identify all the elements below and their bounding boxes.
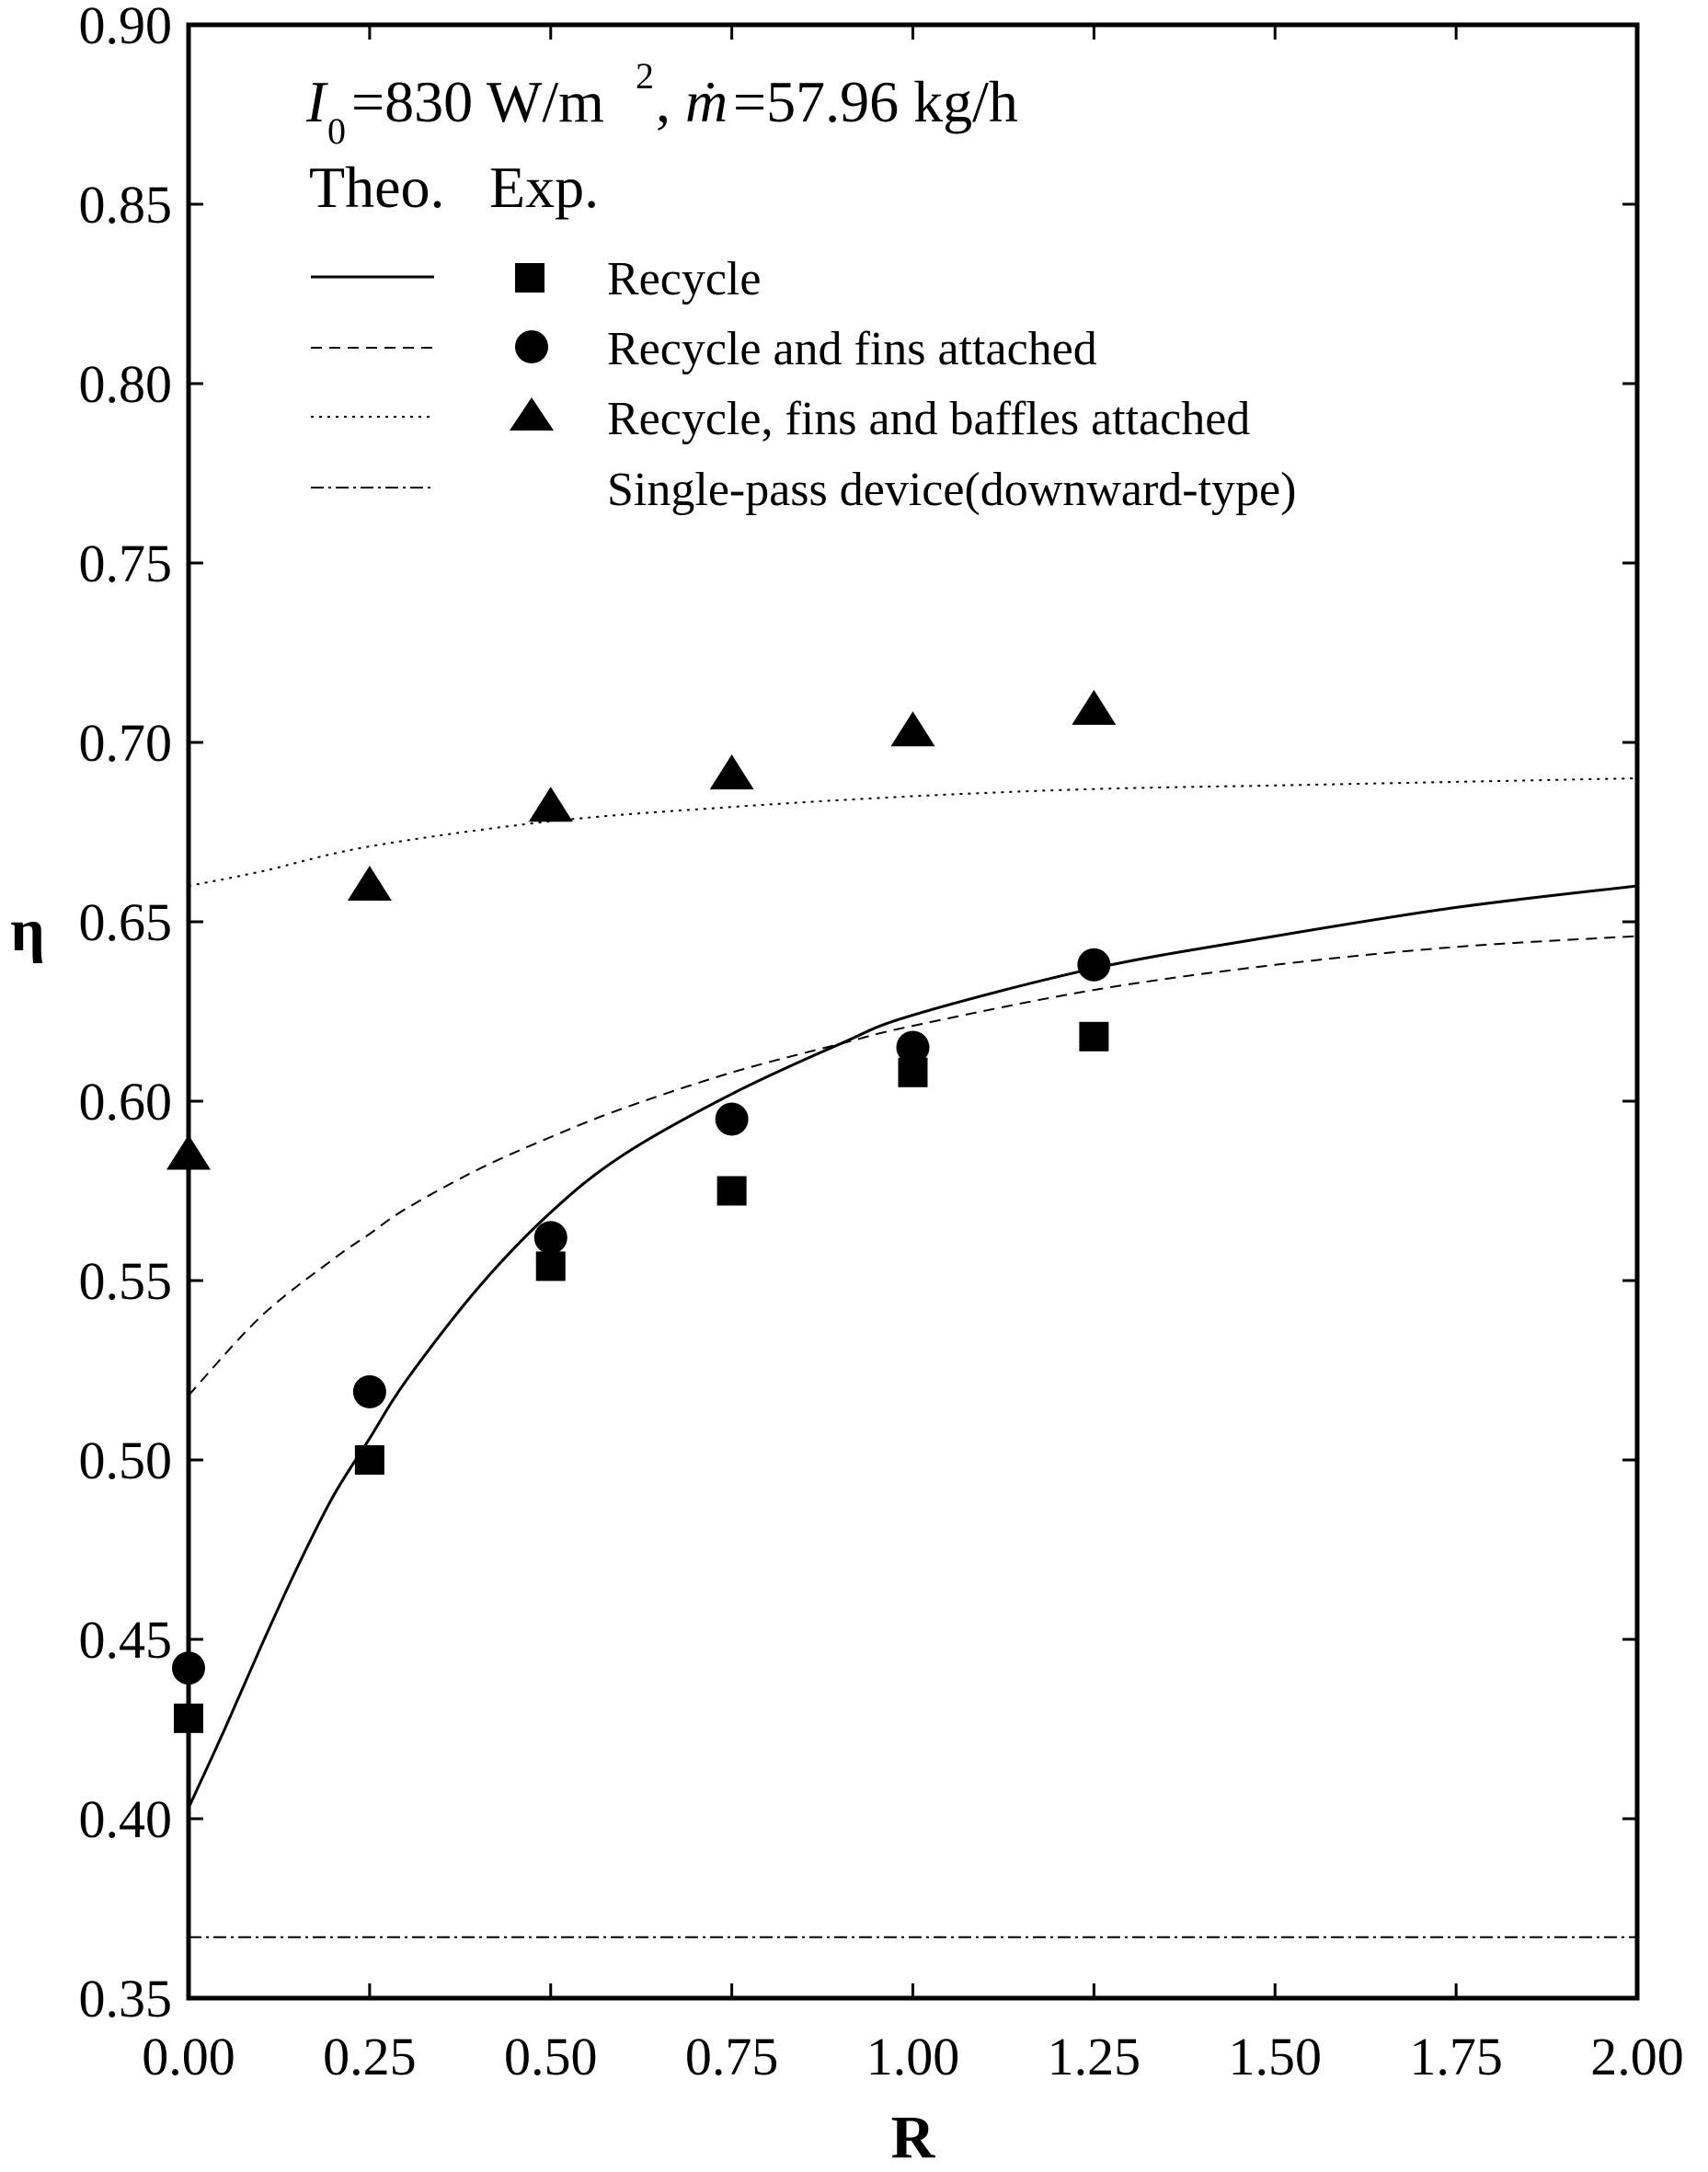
x-axis-title: R <box>891 2104 936 2171</box>
y-tick-label: 0.60 <box>79 1072 173 1132</box>
mass-flow-value: =57.96 kg/h <box>733 69 1018 134</box>
legend-label-single-pass: Single-pass device(downward-type) <box>607 464 1296 516</box>
theory-line-1 <box>188 935 1638 1396</box>
exp-point-circle <box>1077 948 1111 982</box>
exp-point-square <box>716 1176 747 1206</box>
x-tick-label: 0.50 <box>504 2027 598 2086</box>
x-tick-label: 1.75 <box>1409 2027 1503 2086</box>
irradiance-value: =830 W/m <box>351 69 604 134</box>
irradiance-symbol: I <box>305 69 328 134</box>
legend-label-recycle: Recycle <box>607 253 761 305</box>
exp-point-square <box>1079 1021 1109 1052</box>
legend-marker-square <box>515 263 544 293</box>
mass-flow-symbol: ṁ <box>685 69 728 134</box>
theory-line-2 <box>188 777 1638 887</box>
x-tick-label: 1.25 <box>1048 2027 1141 2086</box>
y-tick-label: 0.40 <box>79 1789 173 1849</box>
exp-point-triangle <box>1072 689 1117 725</box>
legend-header-theo: Theo. <box>309 155 445 220</box>
legend-label-baffles: Recycle, fins and baffles attached <box>607 393 1250 445</box>
exp-point-circle <box>896 1030 930 1064</box>
legend-marker-circle <box>515 330 548 363</box>
experimental-markers <box>166 689 1117 1733</box>
exp-point-circle <box>352 1374 386 1408</box>
exp-point-circle <box>715 1102 749 1136</box>
exp-point-circle <box>533 1221 567 1255</box>
y-tick-label: 0.80 <box>79 354 173 414</box>
y-tick-label: 0.50 <box>79 1431 173 1490</box>
y-tick-label: 0.90 <box>79 0 173 55</box>
y-tick-label: 0.35 <box>79 1969 173 2028</box>
x-tick-label: 0.25 <box>323 2027 417 2086</box>
theory-line-0 <box>187 884 1638 1809</box>
irradiance-superscript: 2 <box>636 55 654 97</box>
exp-point-triangle <box>890 711 935 747</box>
x-tick-label: 2.00 <box>1590 2027 1684 2086</box>
x-tick-label: 0.75 <box>685 2027 779 2086</box>
y-tick-label: 0.75 <box>79 534 173 593</box>
y-tick-label: 0.45 <box>79 1610 173 1670</box>
exp-point-triangle <box>347 866 392 901</box>
legend-label-fins: Recycle and fins attached <box>607 323 1097 375</box>
exp-point-square <box>535 1251 566 1281</box>
legend: Theo. Exp. Recycle Recycle and fins atta… <box>309 155 1296 516</box>
exp-point-triangle <box>709 754 754 790</box>
x-tick-label: 0.00 <box>142 2027 235 2086</box>
x-tick-label: 1.50 <box>1229 2027 1323 2086</box>
y-axis-title: η <box>10 897 44 964</box>
conditions-annotation: I 0 =830 W/m 2 , ṁ =57.96 kg/h <box>305 55 1018 152</box>
y-tick-label: 0.65 <box>79 892 173 952</box>
tick-labels: 0.35 0.40 0.45 0.50 0.55 0.60 0.65 0.70 0.75 0.80… <box>79 0 1684 2086</box>
annotation-separator: , <box>656 69 671 134</box>
exp-point-square <box>354 1445 384 1475</box>
y-tick-label: 0.55 <box>79 1251 173 1311</box>
irradiance-subscript: 0 <box>327 110 346 152</box>
y-tick-label: 0.85 <box>79 175 173 235</box>
x-tick-label: 1.00 <box>866 2027 960 2086</box>
theory-lines <box>187 777 1638 1938</box>
tick-marks <box>187 23 1639 2000</box>
legend-marker-triangle <box>510 397 554 431</box>
plot-frame <box>186 22 1640 2001</box>
exp-point-triangle <box>528 787 573 822</box>
legend-header-exp: Exp. <box>489 155 599 220</box>
y-tick-label: 0.70 <box>79 713 173 773</box>
